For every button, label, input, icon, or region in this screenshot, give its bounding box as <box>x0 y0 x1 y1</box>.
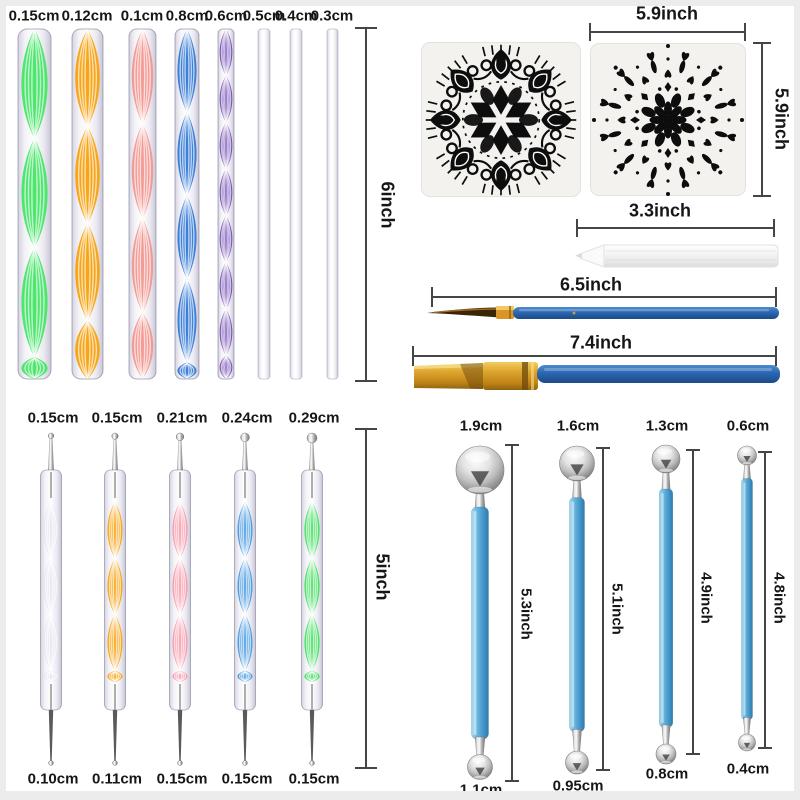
acrylic-rod <box>17 28 51 380</box>
stylus-bottom-ball-label: 0.95cm <box>552 777 604 795</box>
stylus-measure-line <box>692 450 694 754</box>
pens-length-label: 5inch <box>372 553 393 601</box>
stylus-bottom-ball-label: 1.1cm <box>459 781 503 799</box>
stylus-length-label: 4.9inch <box>697 572 715 624</box>
rod-size-label: 0.5cm <box>242 7 286 25</box>
liner-brush-measure-line <box>432 296 776 298</box>
dotted-mandala-graphic <box>592 44 744 196</box>
stylus-top-ball-label: 1.6cm <box>556 417 600 435</box>
stylus-bottom-ball-label: 0.4cm <box>726 760 770 778</box>
stylus-length-label: 5.1inch <box>608 583 626 635</box>
pencil-measure-line <box>577 227 774 229</box>
pen-bottom-tip-label: 0.15cm <box>288 770 340 788</box>
dotting-pen <box>169 432 191 766</box>
pens-measure-line <box>365 429 367 768</box>
stylus-measure-line <box>511 445 513 781</box>
acrylic-rod <box>326 28 338 380</box>
ball-stylus <box>559 445 595 774</box>
acrylic-rod <box>289 28 303 380</box>
acrylic-rod <box>217 28 235 380</box>
flat-brush-measure-line <box>413 355 776 357</box>
pencil-length-label: 3.3inch <box>628 200 692 221</box>
dotting-pen <box>301 432 323 766</box>
stylus-top-ball-label: 0.6cm <box>726 417 770 435</box>
ball-stylus <box>455 445 505 780</box>
rod-size-label: 0.4cm <box>274 7 318 25</box>
pen-bottom-tip-label: 0.11cm <box>91 770 143 788</box>
pen-top-tip-label: 0.15cm <box>91 409 143 427</box>
pencil-measure-line-cap <box>576 219 578 237</box>
stylus-measure-line-cap <box>596 769 610 771</box>
acrylic-rod <box>71 28 103 380</box>
stylus-measure-line-cap <box>596 447 610 449</box>
rod-size-label: 0.8cm <box>165 7 209 25</box>
stylus-top-ball-label: 1.9cm <box>459 417 503 435</box>
stylus-measure-line-cap <box>505 444 519 446</box>
stencil-width-measure-line-cap <box>744 23 746 41</box>
pens-measure-line-cap <box>355 767 377 769</box>
rods-measure-line-cap <box>355 380 377 382</box>
stylus-length-label: 4.8inch <box>770 572 788 624</box>
rods-length-label: 6inch <box>377 181 398 229</box>
acrylic-rod <box>257 28 271 380</box>
ornate-mandala-graphic <box>425 44 577 196</box>
pen-bottom-tip-label: 0.15cm <box>221 770 273 788</box>
pen-top-tip-label: 0.29cm <box>288 409 340 427</box>
stencil-height-measure-line <box>761 43 763 196</box>
stylus-length-label: 5.3inch <box>517 588 535 640</box>
dotting-pen <box>234 432 256 766</box>
pens-measure-line-cap <box>355 428 377 430</box>
stylus-measure-line <box>602 448 604 770</box>
stencil-height-measure-line-cap <box>753 42 771 44</box>
flat-brush-length-label: 7.4inch <box>569 332 633 353</box>
pencil-measure-line-cap <box>773 219 775 237</box>
pen-top-tip-label: 0.21cm <box>156 409 208 427</box>
dotting-pen <box>104 432 126 766</box>
stylus-measure-line-cap <box>758 747 772 749</box>
stylus-measure-line-cap <box>686 449 700 451</box>
acrylic-rod <box>128 28 156 380</box>
rod-size-label: 0.1cm <box>120 7 164 25</box>
stylus-top-ball-label: 1.3cm <box>645 417 689 435</box>
ball-stylus <box>651 444 681 765</box>
flat-brush-measure-line-cap <box>412 346 414 366</box>
acrylic-rod <box>174 28 200 380</box>
stencil-height-label: 5.9inch <box>771 87 792 151</box>
rod-size-label: 0.12cm <box>61 7 113 25</box>
liner-brush-length-label: 6.5inch <box>559 274 623 295</box>
flat-brush-measure-line-cap <box>775 346 777 366</box>
rod-size-label: 0.3cm <box>310 7 354 25</box>
stylus-measure-line-cap <box>505 780 519 782</box>
liner-brush-measure-line-cap <box>431 287 433 307</box>
rods-measure-line <box>365 28 367 381</box>
stylus-measure-line-cap <box>686 753 700 755</box>
pen-top-tip-label: 0.15cm <box>27 409 79 427</box>
white-pencil <box>575 244 779 268</box>
stencil-height-measure-line-cap <box>753 195 771 197</box>
rods-measure-line-cap <box>355 27 377 29</box>
dotting-pen <box>40 432 62 766</box>
ball-stylus <box>737 445 757 751</box>
pen-bottom-tip-label: 0.15cm <box>156 770 208 788</box>
stylus-measure-line <box>764 452 766 748</box>
flat-brush <box>414 362 780 390</box>
stylus-measure-line-cap <box>758 451 772 453</box>
stencil-width-measure-line-cap <box>589 23 591 41</box>
rod-size-label: 0.6cm <box>204 7 248 25</box>
pen-top-tip-label: 0.24cm <box>221 409 273 427</box>
rod-size-label: 0.15cm <box>8 7 60 25</box>
pen-bottom-tip-label: 0.10cm <box>27 770 79 788</box>
liner-brush <box>427 306 779 319</box>
stencil-width-label: 5.9inch <box>635 3 699 24</box>
stencil-width-measure-line <box>590 31 745 33</box>
stylus-bottom-ball-label: 0.8cm <box>645 765 689 783</box>
liner-brush-measure-line-cap <box>775 287 777 307</box>
